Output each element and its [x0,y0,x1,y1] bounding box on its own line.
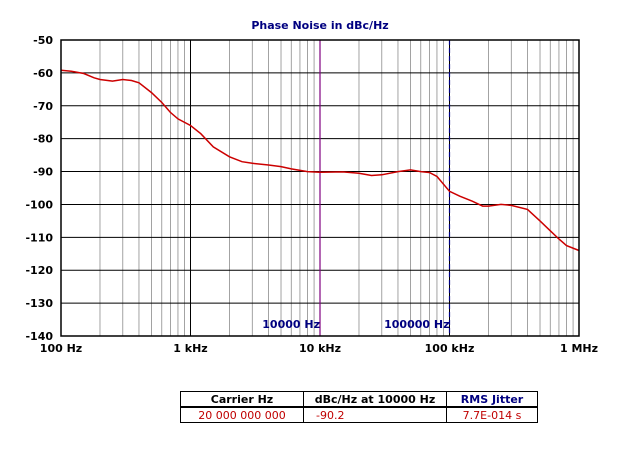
x-tick-label: 100 kHz [425,342,475,355]
y-tick-label: -140 [25,330,53,343]
y-tick-label: -80 [33,133,53,146]
carrier-value: 20 000 000 000 [180,406,304,423]
marker-label: 10000 Hz [262,318,320,331]
markers: 10000 Hz 100000 Hz [262,40,451,336]
jitter-header: RMS Jitter [446,391,538,408]
y-tick-label: -120 [25,264,53,277]
y-tick-label: -90 [33,166,53,179]
y-tick-label: -130 [25,297,53,310]
y-tick-label: -100 [25,198,53,211]
phase-noise-line [60,69,580,252]
chart-title: Phase Noise in dBc/Hz [251,19,388,32]
x-tick-label: 100 Hz [40,342,82,355]
y-tick-label: -50 [33,34,53,47]
jitter-value: 7.7E-014 s [446,406,538,423]
carrier-header: Carrier Hz [180,391,304,408]
y-tick-label: -60 [33,67,53,80]
x-tick-label: 1 kHz [173,342,207,355]
plot-frame [60,39,580,337]
dbc-value: -90.2 [303,406,447,423]
x-tick-label: 10 kHz [299,342,341,355]
dbc-header: dBc/Hz at 10000 Hz [303,391,447,408]
y-tick-label: -70 [33,100,53,113]
marker-label: 100000 Hz [384,318,449,331]
x-tick-label: 1 MHz [560,342,598,355]
y-tick-labels: -50 -60 -70 -80 -90 -100 -110 -120 -130 -140 [25,34,53,343]
summary-table: Carrier Hz dBc/Hz at 10000 Hz RMS Jitter… [180,391,538,423]
x-tick-labels: 100 Hz 1 kHz 10 kHz 100 kHz 1 MHz [40,342,598,355]
y-tick-label: -110 [25,231,53,244]
